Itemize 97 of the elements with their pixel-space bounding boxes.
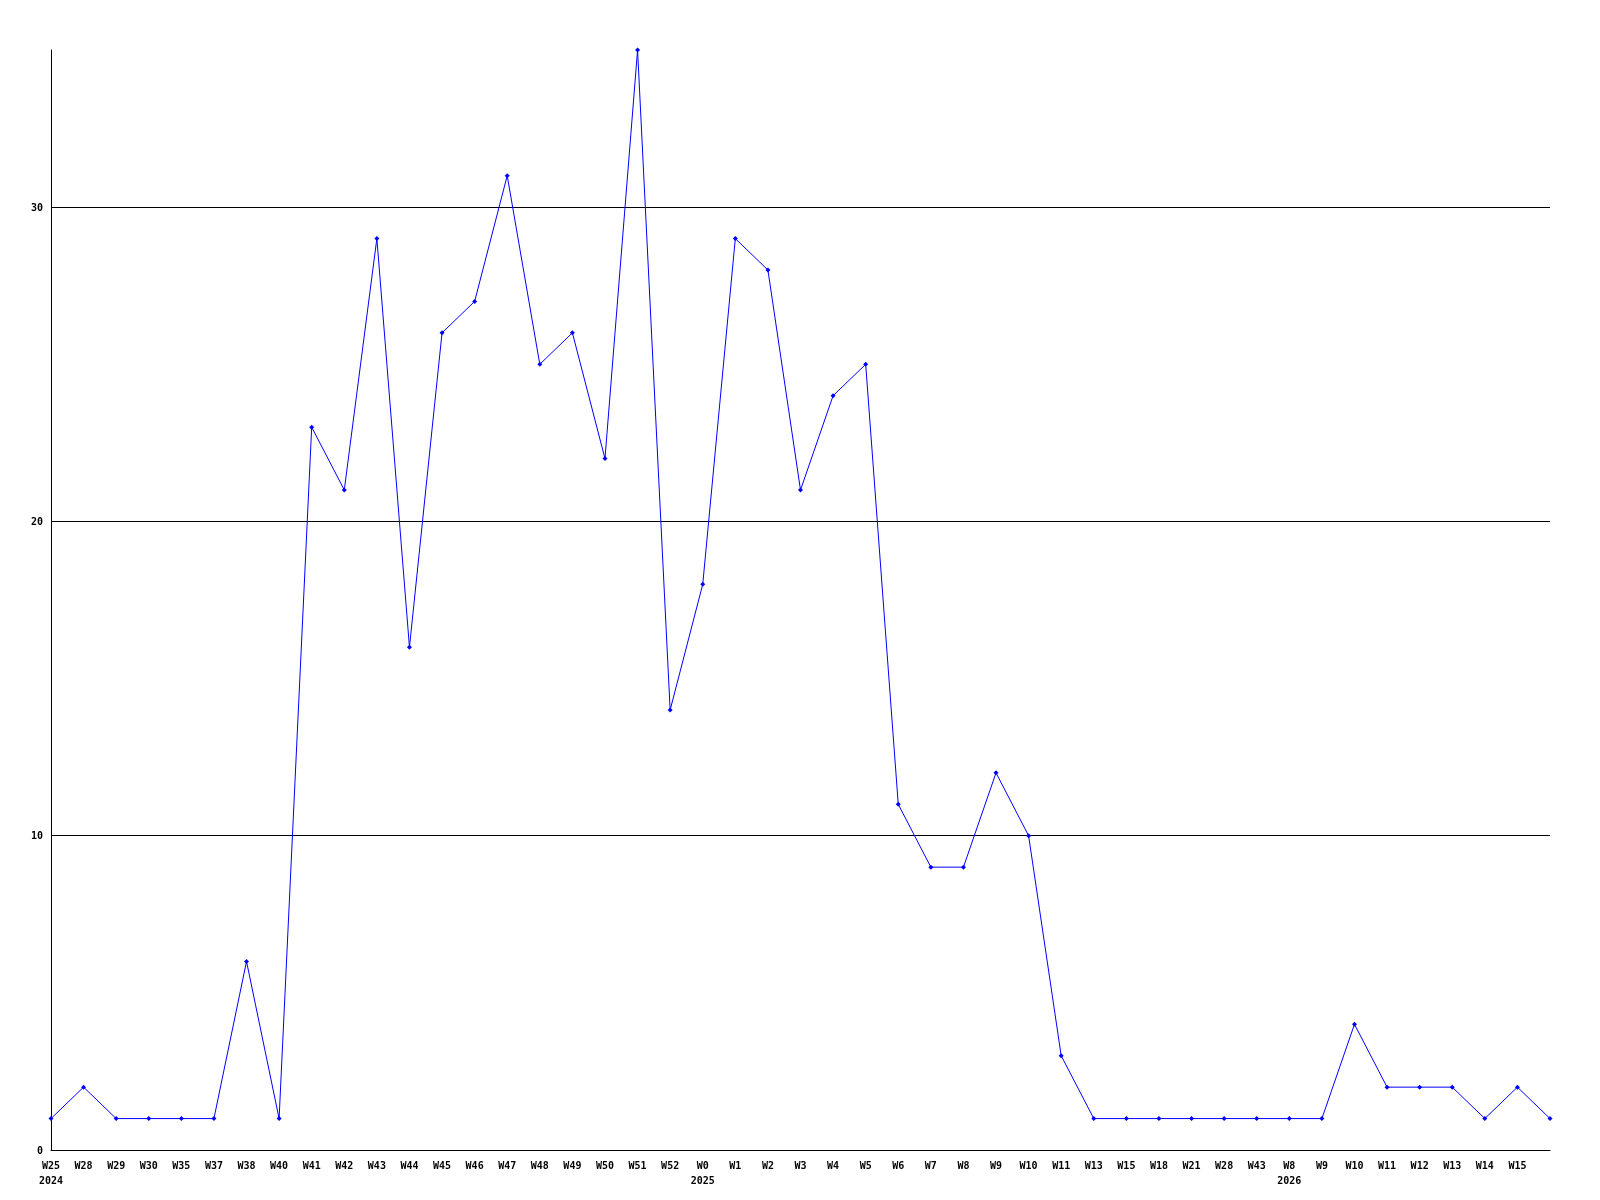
x-tick-label: W12 — [1410, 1160, 1429, 1171]
point — [1091, 1116, 1097, 1122]
point — [830, 393, 836, 399]
point — [569, 330, 575, 336]
point — [472, 298, 478, 304]
point — [504, 173, 510, 179]
x-tick-label: W14 — [1475, 1160, 1494, 1171]
y-tick-label: 20 — [30, 515, 43, 527]
point — [602, 456, 608, 462]
x-tick-label: W2 — [761, 1160, 774, 1171]
point — [81, 1084, 87, 1090]
point — [732, 236, 738, 242]
point — [1058, 1053, 1064, 1059]
x-tick-label: W50 — [595, 1160, 615, 1171]
point — [113, 1116, 119, 1122]
point — [1449, 1084, 1455, 1090]
x-tick-label: W4 — [827, 1160, 840, 1171]
x-tick-label: W15 — [1117, 1160, 1136, 1171]
x-tick-label: W7 — [924, 1160, 937, 1171]
point — [1482, 1116, 1488, 1122]
point — [1026, 833, 1032, 839]
point — [537, 361, 543, 367]
x-tick-label: W3 — [794, 1160, 807, 1171]
point — [765, 267, 771, 273]
point — [1351, 1021, 1357, 1027]
point — [1156, 1116, 1162, 1122]
x-tick-label: W5 — [859, 1160, 872, 1171]
point — [146, 1116, 152, 1122]
x-tick-label: W13 — [1443, 1160, 1462, 1171]
point — [341, 487, 347, 493]
point — [863, 361, 869, 367]
x-tick-label: W1 — [729, 1160, 742, 1171]
point — [928, 864, 934, 870]
point — [1547, 1116, 1553, 1122]
point — [667, 707, 673, 713]
x-tick-label: W35 — [172, 1160, 191, 1171]
x-tick-label: W30 — [139, 1160, 158, 1171]
x-tick-label: W11 — [1052, 1160, 1071, 1171]
point — [48, 1116, 54, 1122]
point — [798, 487, 803, 493]
point — [993, 770, 999, 776]
y-tick-label: 10 — [30, 830, 43, 842]
point — [1286, 1116, 1292, 1122]
x-tick-label: W25 2024 — [38, 1160, 64, 1186]
x-tick-label: W9 — [1315, 1160, 1328, 1171]
x-tick-label: W43 — [367, 1160, 386, 1171]
x-tick-label: W38 — [237, 1160, 256, 1171]
x-tick-label: W29 — [107, 1160, 126, 1171]
point — [211, 1116, 217, 1122]
point — [1319, 1116, 1325, 1122]
point — [276, 1116, 282, 1122]
x-tick-label: W47 — [498, 1160, 517, 1171]
x-tick-label: W52 — [661, 1160, 680, 1171]
point — [1123, 1116, 1129, 1122]
x-tick-label: W46 — [465, 1160, 484, 1171]
point — [1514, 1084, 1520, 1090]
x-tick-label: W42 — [335, 1160, 354, 1171]
x-tick-label: W21 — [1182, 1160, 1201, 1171]
point — [309, 424, 315, 430]
x-tick-label: W13 — [1084, 1160, 1103, 1171]
x-tick-label: W18 — [1149, 1160, 1168, 1171]
x-tick-label: W37 — [204, 1160, 223, 1171]
point — [439, 330, 445, 336]
y-tick-label: 30 — [30, 201, 43, 213]
x-tick-label: W44 — [400, 1160, 419, 1171]
point — [895, 801, 901, 807]
x-tick-label: W10 — [1019, 1160, 1038, 1171]
y-tick-label: 0 — [36, 1144, 43, 1156]
x-tick-label: W0 2025 — [690, 1160, 715, 1186]
x-tick-label: W8 2026 — [1277, 1160, 1302, 1186]
point — [406, 644, 412, 650]
x-tick-label: W49 — [563, 1160, 582, 1171]
point — [1417, 1084, 1423, 1090]
x-tick-label: W40 — [270, 1160, 289, 1171]
point — [635, 47, 641, 53]
x-tick-label: W9 — [990, 1160, 1003, 1171]
point — [178, 1116, 184, 1122]
point — [960, 864, 966, 870]
x-tick-label: W41 — [302, 1160, 321, 1171]
point — [1189, 1116, 1195, 1122]
x-tick-label: W11 — [1378, 1160, 1397, 1171]
x-tick-label: W43 — [1247, 1160, 1266, 1171]
point — [1221, 1116, 1227, 1122]
point — [374, 236, 380, 242]
x-tick-label: W28 — [74, 1160, 93, 1171]
x-tick-label: W10 — [1345, 1160, 1364, 1171]
point — [1384, 1084, 1390, 1090]
x-tick-label: W48 — [530, 1160, 549, 1171]
x-tick-label: W15 — [1508, 1160, 1527, 1171]
x-tick-label: W28 — [1215, 1160, 1234, 1171]
point — [700, 581, 706, 587]
x-tick-label: W6 — [892, 1160, 905, 1171]
point — [244, 958, 250, 964]
x-tick-label: W45 — [433, 1160, 452, 1171]
x-tick-label: W51 — [628, 1160, 647, 1171]
point — [1254, 1116, 1260, 1122]
x-tick-label: W8 — [957, 1160, 970, 1171]
